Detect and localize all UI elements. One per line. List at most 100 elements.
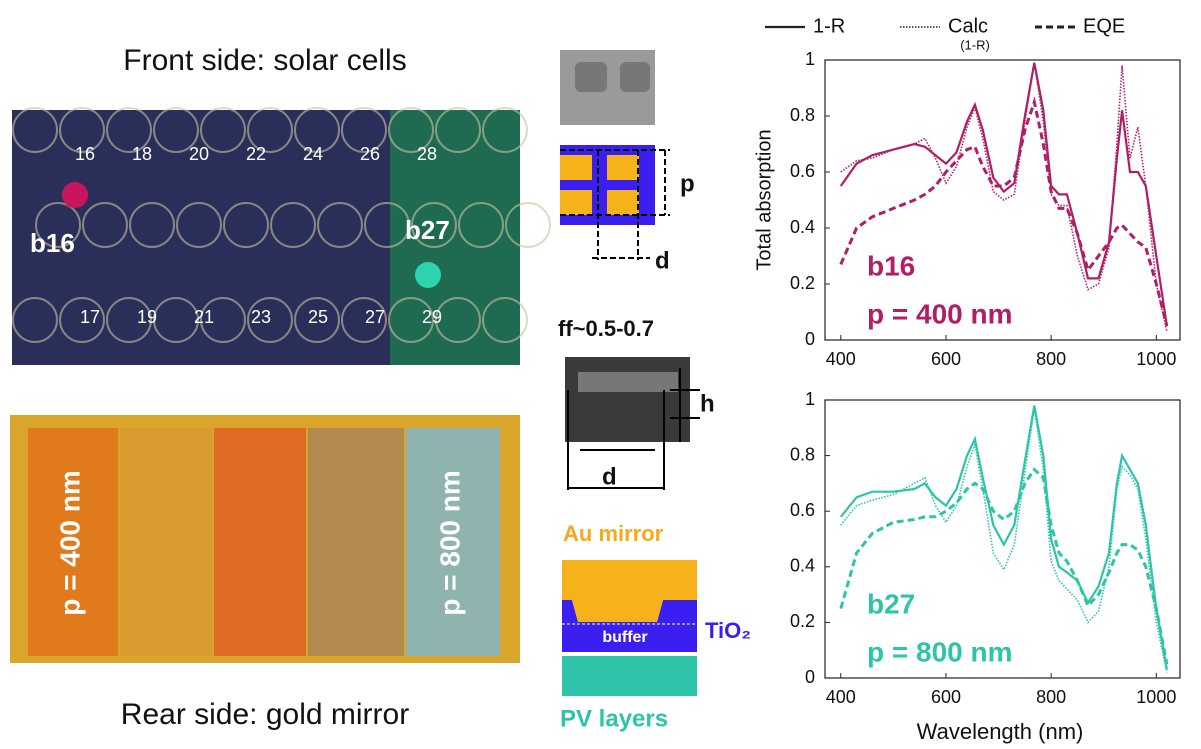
b16-dot <box>62 182 88 208</box>
x-tick-label: 1000 <box>1136 349 1176 369</box>
ring <box>435 297 481 343</box>
y-tick-label: 0 <box>805 329 815 349</box>
legend-label: Calc <box>948 15 988 37</box>
ring <box>35 202 81 248</box>
y-tick-label: 0.2 <box>790 273 815 293</box>
front-label: b27 <box>405 215 450 245</box>
cell-number: 27 <box>365 307 385 327</box>
ring <box>341 107 387 153</box>
cell-number: 29 <box>422 307 442 327</box>
grid-cell <box>607 155 639 180</box>
cell-number: 19 <box>137 307 157 327</box>
y-tick-label: 1 <box>805 49 815 69</box>
ring <box>388 107 434 153</box>
ring <box>82 202 128 248</box>
series-line <box>840 62 1168 332</box>
ring <box>270 202 316 248</box>
x-tick-label: 600 <box>931 687 961 707</box>
x-axis-label: Wavelength (nm) <box>917 719 1084 744</box>
ring <box>294 107 340 153</box>
y-axis-label: Total absorption <box>753 129 775 270</box>
y-tick-label: 0 <box>805 667 815 687</box>
ring <box>435 107 481 153</box>
ring <box>247 107 293 153</box>
dimension-lines <box>560 149 670 260</box>
plot-frame <box>824 399 1181 679</box>
ring <box>505 202 551 248</box>
annotation: p = 400 nm <box>867 298 1013 329</box>
x-tick-label: 1000 <box>1136 687 1176 707</box>
sem-hole <box>575 62 607 92</box>
cell-number: 17 <box>80 307 100 327</box>
x-tick-label: 400 <box>826 687 856 707</box>
ring <box>411 202 457 248</box>
ring <box>106 297 152 343</box>
ring <box>223 202 269 248</box>
cell-rings <box>12 107 551 343</box>
ring <box>12 297 58 343</box>
label-h: h <box>700 390 715 417</box>
ring <box>153 107 199 153</box>
annotation: p = 800 nm <box>867 636 1013 667</box>
sem-layer <box>578 372 678 392</box>
front-title: Front side: solar cells <box>123 44 406 77</box>
rear-strip <box>214 428 306 656</box>
series-line <box>839 405 1168 670</box>
layer-au <box>562 560 697 600</box>
ring <box>482 107 528 153</box>
x-tick-label: 800 <box>1036 687 1066 707</box>
y-tick-label: 0.6 <box>790 500 815 520</box>
rear-strip <box>120 428 212 656</box>
x-tick-label: 600 <box>931 349 961 369</box>
ring <box>317 202 363 248</box>
ring <box>129 202 175 248</box>
rear-title: Rear side: gold mirror <box>121 698 409 731</box>
ring <box>59 297 105 343</box>
series-line <box>839 467 1169 665</box>
cell-number: 22 <box>246 144 266 164</box>
label-tio2: TiO₂ <box>705 618 751 643</box>
ring <box>106 107 152 153</box>
y-tick-label: 0.6 <box>790 161 815 181</box>
label-ff: ff~0.5-0.7 <box>558 316 654 341</box>
front-label: b16 <box>30 228 75 258</box>
label-buffer: buffer <box>602 629 647 646</box>
legend-label: EQE <box>1083 15 1125 37</box>
rear-strip <box>406 428 500 656</box>
series-line <box>839 62 1168 327</box>
cell-number: 25 <box>308 307 328 327</box>
cell-number: 23 <box>251 307 271 327</box>
rear-label: p = 400 nm <box>54 470 85 616</box>
sem-cross <box>565 357 690 442</box>
series-line <box>840 408 1168 673</box>
ring <box>458 202 504 248</box>
ring <box>176 202 222 248</box>
ring <box>294 297 340 343</box>
label-au: Au mirror <box>563 521 664 546</box>
layer-pv <box>562 656 697 696</box>
label-d: d <box>655 247 670 274</box>
x-tick-label: 800 <box>1036 349 1066 369</box>
ring <box>200 107 246 153</box>
grid-cell <box>560 190 592 215</box>
y-tick-label: 0.8 <box>790 444 815 464</box>
x-tick-label: 400 <box>826 349 856 369</box>
annotation: b27 <box>867 588 915 619</box>
ring <box>247 297 293 343</box>
grid-cell <box>607 190 639 215</box>
legend-label: 1-R <box>813 15 845 37</box>
legend-sublabel: (1-R) <box>960 37 990 52</box>
layer-au-fill <box>572 600 663 622</box>
y-tick-label: 0.8 <box>790 105 815 125</box>
y-tick-label: 0.4 <box>790 556 815 576</box>
label-d: d <box>602 463 617 490</box>
ring <box>482 297 528 343</box>
ring <box>341 297 387 343</box>
rear-label: p = 800 nm <box>434 470 465 616</box>
cell-number: 16 <box>75 144 95 164</box>
label-p: p <box>680 170 695 197</box>
grid-cell <box>560 155 592 180</box>
y-tick-label: 0.4 <box>790 217 815 237</box>
label-pv: PV layers <box>560 705 668 732</box>
